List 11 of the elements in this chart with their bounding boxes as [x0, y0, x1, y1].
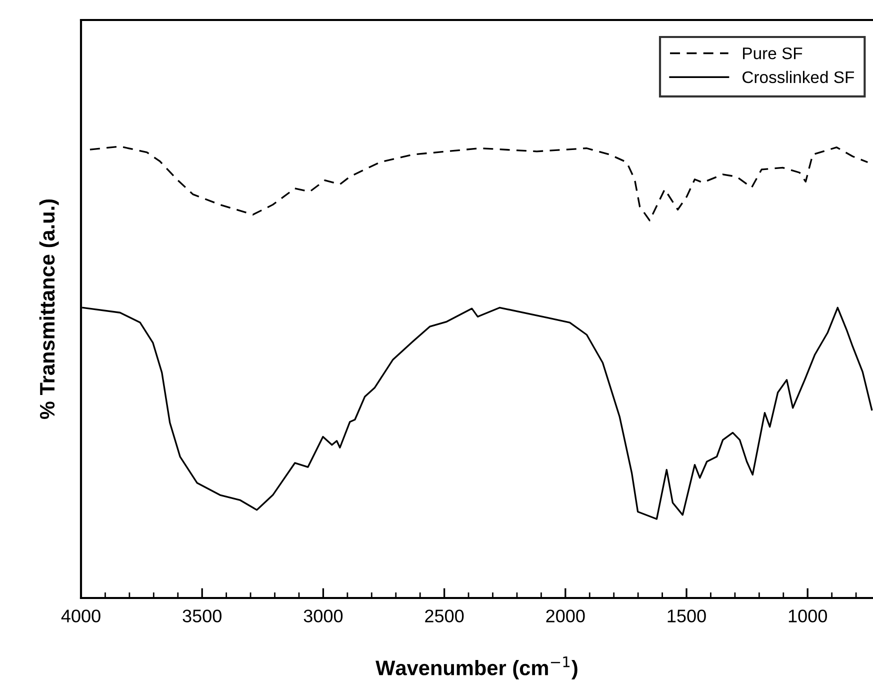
x-axis-title: Wavenumber (cm$^{−1}$): [376, 656, 578, 680]
x-tick-label: 3500: [182, 610, 222, 622]
legend-label: Pure SF: [743, 47, 802, 60]
y-axis-title: % Transmittance (a.u.): [39, 199, 59, 420]
legend-label: Crosslinked SF: [742, 70, 854, 84]
x-tick-label: 4000: [61, 610, 100, 622]
x-tick-label: 1500: [668, 610, 706, 622]
x-tick-label: 2000: [546, 610, 585, 622]
x-tick-label: 2500: [425, 610, 464, 622]
x-tick-label: 3000: [304, 610, 343, 622]
x-tick-label: 1000: [788, 610, 827, 622]
